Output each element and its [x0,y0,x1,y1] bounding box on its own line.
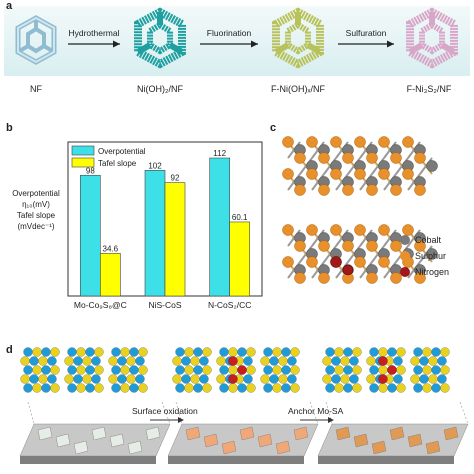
bar-data-label: 98 [86,166,95,175]
red-atom [378,356,388,366]
bar-overpotential [209,157,230,297]
bar-data-label: 92 [171,174,180,183]
nitrogen-doped-slab [282,224,438,284]
atom-cluster [172,347,212,393]
legend-atom-dot [400,251,410,261]
step-label-fluorination: Fluorination [206,28,252,38]
substrate-slab [167,401,319,464]
legend-atom-label: Cobalt [415,235,442,245]
stage-label-nf: NF [30,84,42,94]
synthesis-scheme-graphic [15,7,458,69]
legend-label: Tafel slope [98,159,137,168]
y-axis-label-line: (mVdec⁻¹) [17,222,54,231]
substrate-slab [19,401,171,464]
legend-atom-label: Sulphur [415,251,447,261]
atom-cluster [410,347,450,393]
red-atom [237,365,247,375]
panel-c-structure: c Cobalt Sulphur Nitrogen [268,118,474,333]
substrate-slab [317,401,469,464]
bar-overpotential [80,174,101,297]
atom-cluster [108,347,148,393]
red-atom [378,374,388,384]
overpotential-tafel-chart: 98 34.6 Mo-Co₉S₈@C 102 92 NiS-CoS 112 60.1 N-CoS… [12,141,263,310]
legend-atom-dot [400,267,410,277]
panel-b-letter: b [6,122,13,134]
stage-label-f-nioh: F-Ni(OH)ₓ/NF [271,84,325,94]
atomic-structure-graphic [282,136,438,284]
red-atom [228,356,238,366]
nitrogen-atom [330,256,342,268]
nioh2-cage-icon [134,7,186,69]
legend-item-sulphur: Sulphur [400,248,449,264]
stage-label-nioh2: Ni(OH)₂/NF [137,84,183,94]
element-legend: Cobalt Sulphur Nitrogen [400,232,449,280]
red-atom [228,374,238,384]
bar-data-label: 102 [148,161,162,170]
atom-cluster [260,347,300,393]
legend-atom-dot [400,235,410,245]
bar-data-label: 112 [213,149,226,158]
legend-item-cobalt: Cobalt [400,232,449,248]
caption-anchor-mo-sa: Anchor Mo-SA [288,406,344,416]
panel-d-letter: d [6,344,13,356]
atom-cluster [366,347,406,393]
nf-cage-icon [15,15,57,65]
panel-a-letter: a [6,0,13,12]
panel-a-synthesis-scheme: a [0,0,474,112]
category-tick-label: N-CoS₂/CC [208,300,251,310]
f-nioh-cage-icon [272,7,324,69]
panel-d-surface-scheme: d Surface oxidation Anchor Mo-SA [0,340,474,474]
atom-cluster [216,347,256,393]
y-axis-label-line: Overpotential [12,189,60,198]
nitrogen-atom [342,264,354,276]
surface-evolution-graphic [19,347,469,464]
category-tick-label: Mo-Co₉S₈@C [74,300,127,310]
red-atom [387,365,397,375]
y-axis-label-line: η₁₀(mV) [22,200,50,209]
category-tick-label: NiS-CoS [148,300,181,310]
legend-label: Overpotential [98,147,146,156]
panel-b-bar-chart: b 98 34.6 Mo-Co₉S₈@C 102 92 NiS-CoS 112 60.1 N-C… [0,118,268,333]
caption-surface-oxidation: Surface oxidation [132,406,198,416]
bar-data-label: 60.1 [232,213,248,222]
atom-cluster [322,347,362,393]
legend-swatch [71,145,95,156]
bar-overpotential [144,170,166,297]
atom-cluster [20,347,60,393]
panel-c-letter: c [270,122,277,134]
legend-atom-label: Nitrogen [415,267,450,277]
bar-tafel-slope [164,182,186,297]
step-label-hydrothermal: Hydrothermal [68,28,120,38]
pristine-slab [282,136,438,196]
atom-cluster [64,347,104,393]
bar-data-label: 34.6 [103,244,119,253]
step-label-sulfuration: Sulfuration [345,28,387,38]
y-axis-label-line: Tafel slope [17,211,56,220]
legend-item-nitrogen: Nitrogen [400,264,449,280]
f-ni3s2-cage-icon [406,7,458,69]
bar-tafel-slope [229,221,250,297]
bar-tafel-slope [100,253,121,297]
stage-label-f-ni3s2: F-Ni₃S₂/NF [406,84,452,94]
legend-swatch [71,157,95,168]
